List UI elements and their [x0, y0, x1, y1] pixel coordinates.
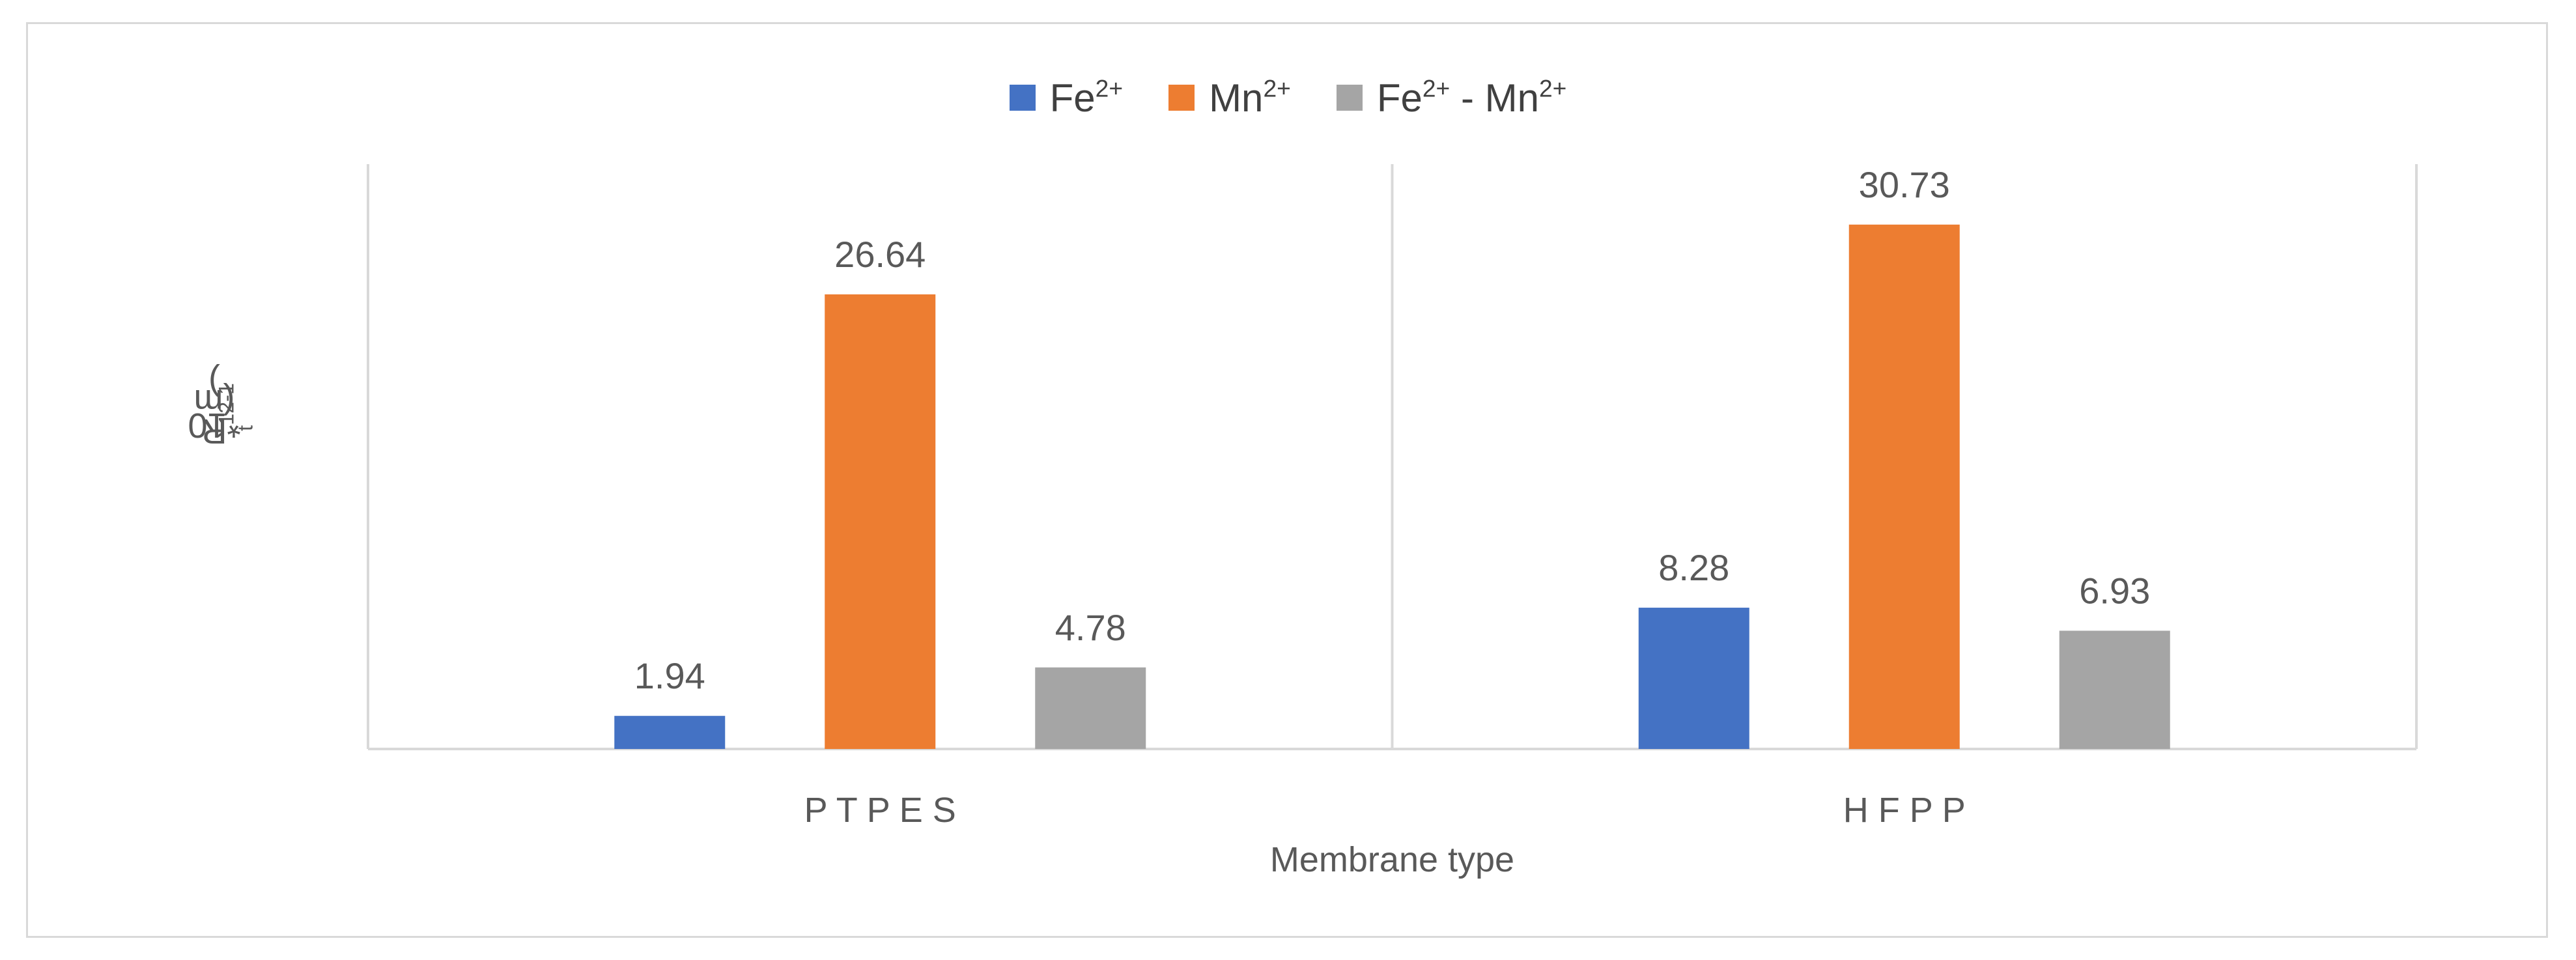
- bar: [2059, 630, 2170, 749]
- data-label: 4.78: [1055, 607, 1126, 648]
- data-label: 8.28: [1658, 547, 1729, 588]
- legend-item-fe: Fe2+: [1009, 74, 1124, 120]
- legend-swatch-fe-mn: [1336, 85, 1363, 111]
- legend: Fe2+ Mn2+ Fe2+ - Mn2+: [0, 72, 2576, 124]
- legend-item-mn: Mn2+: [1168, 76, 1291, 120]
- bar: [1848, 224, 1960, 749]
- data-label: 6.93: [2079, 570, 2150, 611]
- bar: [1035, 667, 1146, 749]
- legend-swatch-mn: [1168, 85, 1195, 111]
- data-label: 1.94: [634, 655, 705, 696]
- bar: [614, 716, 726, 749]
- data-label: 26.64: [834, 234, 926, 275]
- legend-label-fe-mn: Fe2+ - Mn2+: [1376, 74, 1567, 120]
- legend-label-fe: Fe2+: [1049, 74, 1124, 120]
- legend-item-fe-mn: Fe2+ - Mn2+: [1336, 74, 1567, 120]
- bar: [825, 294, 936, 749]
- chart-area: [26, 22, 2548, 938]
- category-label: H F P P: [1843, 791, 1966, 830]
- legend-swatch-fe: [1009, 85, 1036, 111]
- x-axis-title: Membrane type: [1270, 840, 1514, 879]
- data-label: 30.73: [1859, 164, 1950, 205]
- category-label: P T P E S: [804, 791, 956, 830]
- legend-label-mn: Mn2+: [1209, 74, 1291, 120]
- bar: [1638, 608, 1749, 749]
